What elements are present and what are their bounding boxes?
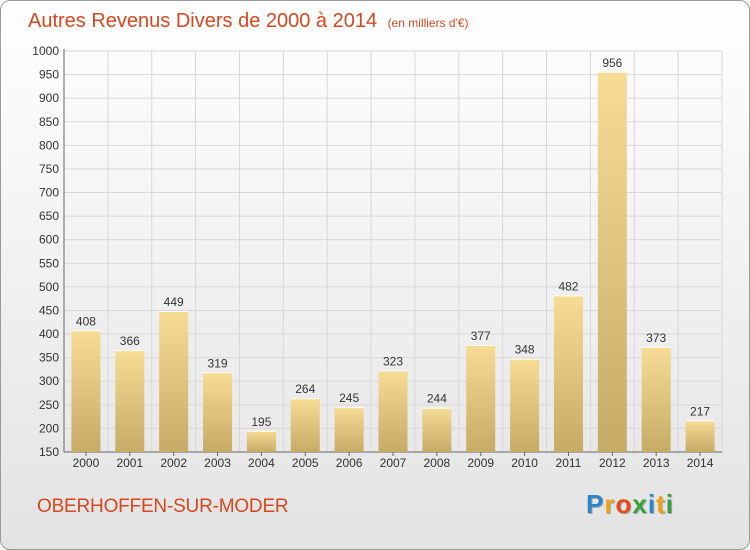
value-label: 366 — [120, 334, 140, 348]
y-tick-label: 750 — [39, 162, 59, 176]
y-tick-label: 700 — [39, 186, 59, 200]
value-label: 264 — [295, 382, 315, 396]
y-tick-label: 450 — [39, 303, 59, 317]
y-tick-label: 250 — [39, 398, 59, 412]
x-tick-label: 2006 — [336, 456, 363, 470]
value-label: 956 — [602, 56, 622, 70]
y-tick-label: 400 — [39, 327, 59, 341]
x-tick-label: 2009 — [467, 456, 494, 470]
chart-unit: (en milliers d'€) — [387, 16, 469, 30]
x-tick-label: 2013 — [643, 456, 670, 470]
y-tick-label: 350 — [39, 351, 59, 365]
logo-letter: o — [615, 489, 633, 519]
bar-2008 — [422, 407, 452, 452]
logo-letter: t — [656, 489, 666, 519]
value-label: 348 — [515, 343, 535, 357]
x-tick-label: 2000 — [73, 456, 100, 470]
logo-letter: P — [586, 489, 605, 519]
y-tick-label: 650 — [39, 209, 59, 223]
value-label: 195 — [251, 415, 271, 429]
x-tick-label: 2010 — [511, 456, 538, 470]
y-tick-label: 600 — [39, 233, 59, 247]
value-label: 245 — [339, 391, 359, 405]
logo-letter: i — [647, 489, 657, 519]
bar-2012 — [597, 71, 627, 453]
bar-2002 — [159, 310, 189, 452]
logo-letter: r — [604, 489, 616, 519]
x-tick-label: 2003 — [204, 456, 231, 470]
y-tick-label: 500 — [39, 280, 59, 294]
value-label: 373 — [646, 331, 666, 345]
y-tick-label: 900 — [39, 91, 59, 105]
value-label: 482 — [558, 279, 578, 293]
value-label: 217 — [690, 404, 710, 418]
bar-2006 — [334, 407, 364, 452]
bar-2004 — [246, 430, 276, 452]
logo-letter: x — [632, 489, 648, 519]
value-label: 377 — [471, 329, 491, 343]
bars: 408 366 449 319 195 264 245 323 244 377 348 482 956 3… — [71, 56, 715, 453]
bar-2005 — [290, 398, 320, 452]
y-tick-label: 1000 — [32, 44, 59, 58]
y-tick-label: 800 — [39, 138, 59, 152]
x-tick-label: 2001 — [116, 456, 143, 470]
y-tick-label: 200 — [39, 421, 59, 435]
x-tick-label: 2008 — [424, 456, 451, 470]
x-tick-label: 2004 — [248, 456, 275, 470]
value-label: 323 — [383, 354, 403, 368]
value-label: 449 — [164, 295, 184, 309]
bar-2000 — [71, 330, 101, 452]
y-tick-label: 550 — [39, 256, 59, 270]
bar-2003 — [203, 372, 233, 452]
bar-2013 — [641, 346, 671, 452]
value-label: 408 — [76, 314, 96, 328]
value-label: 244 — [427, 392, 447, 406]
bar-2007 — [378, 370, 408, 452]
x-tick-label: 2014 — [687, 456, 714, 470]
x-tick-label: 2007 — [380, 456, 407, 470]
bar-2001 — [115, 350, 145, 452]
x-tick-label: 2011 — [556, 456, 582, 470]
proxiti-logo[interactable]: Proxiti — [586, 489, 674, 520]
chart-title: Autres Revenus Divers de 2000 à 2014 — [28, 10, 378, 32]
y-tick-label: 850 — [39, 115, 59, 129]
x-tick-label: 2002 — [160, 456, 187, 470]
y-tick-label: 950 — [39, 68, 59, 82]
bar-2014 — [685, 420, 715, 452]
y-tick-label: 300 — [39, 374, 59, 388]
x-tick-label: 2012 — [599, 456, 626, 470]
y-tick-label: 150 — [39, 445, 59, 459]
logo-letter: i — [665, 489, 674, 519]
bar-2010 — [510, 358, 540, 452]
value-label: 319 — [208, 356, 228, 370]
place-name: OBERHOFFEN-SUR-MODER — [37, 496, 289, 517]
bar-2011 — [553, 295, 583, 452]
chart-header: Autres Revenus Divers de 2000 à 2014 (en… — [28, 10, 469, 33]
bar-2009 — [466, 344, 496, 452]
x-tick-label: 2005 — [292, 456, 319, 470]
